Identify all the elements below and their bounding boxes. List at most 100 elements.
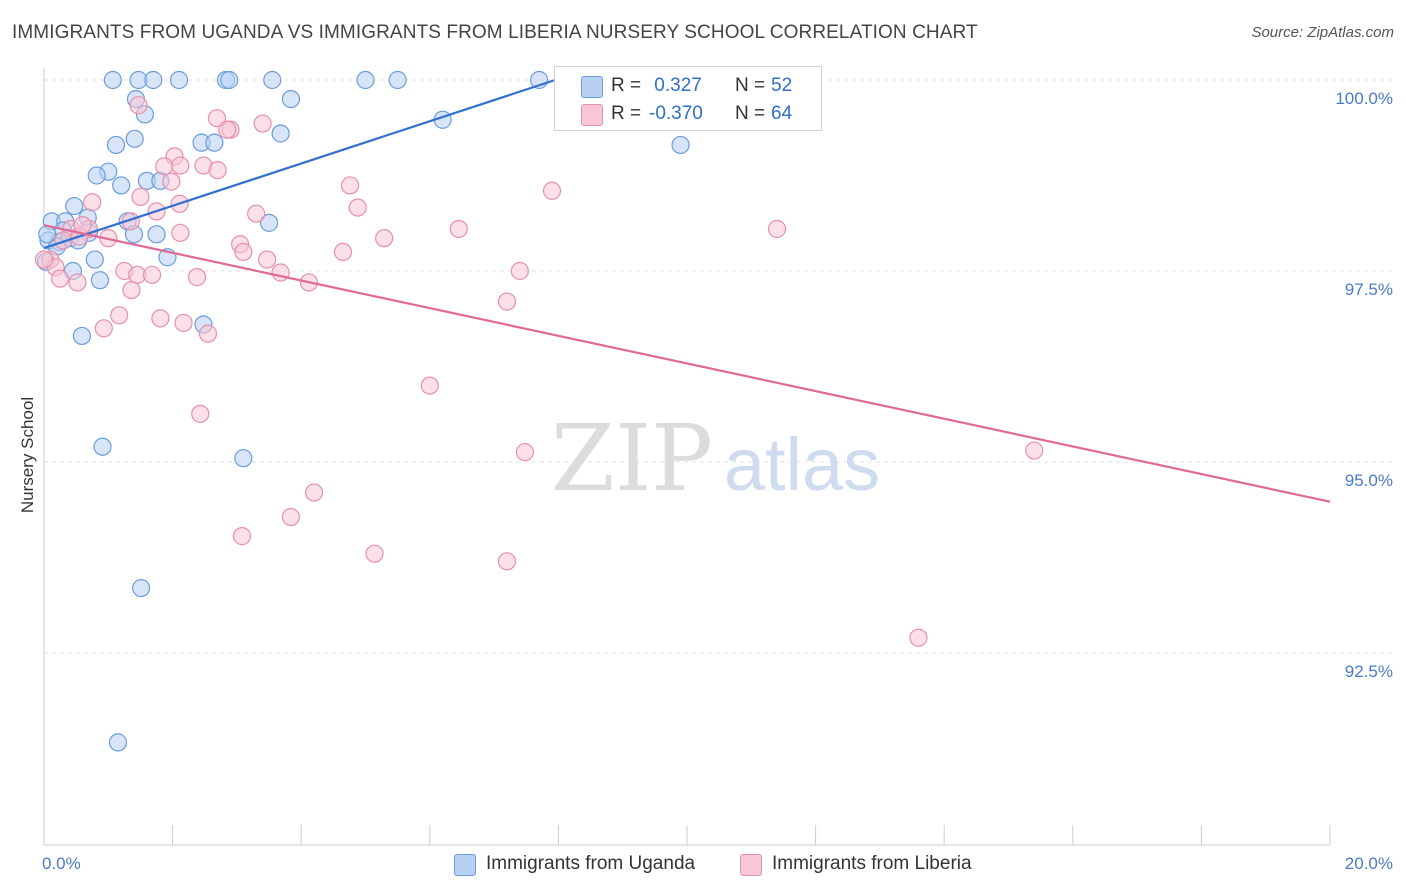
uganda-point-15: [271, 124, 290, 143]
uganda-r-label: R =: [611, 75, 642, 96]
liberia-point-46: [110, 306, 129, 325]
liberia-point-38: [187, 268, 207, 287]
uganda-point-14: [125, 129, 144, 148]
liberia-trendline: [43, 224, 1331, 503]
uganda-point-22: [112, 176, 131, 195]
liberia-n-label: N =: [735, 103, 766, 124]
uganda-n-label: N =: [735, 75, 766, 96]
correlation-legend: R = 0.327 N = 52 R = -0.370 N = 64: [554, 66, 822, 131]
liberia-r-label: R =: [611, 103, 642, 124]
bottom-uganda-label: Immigrants from Uganda: [486, 853, 696, 874]
source-label: Source: ZipAtlas.com: [1251, 24, 1394, 41]
uganda-point-51: [38, 225, 57, 244]
liberia-point-30: [234, 242, 253, 261]
bottom-liberia-swatch: [740, 854, 762, 876]
uganda-r-value: 0.327: [649, 75, 702, 96]
uganda-point-3: [169, 70, 189, 90]
liberia-point-1: [129, 96, 148, 115]
liberia-point-43: [68, 273, 87, 292]
liberia-point-16: [348, 198, 367, 217]
liberia-point-56: [281, 507, 301, 527]
liberia-point-39: [271, 263, 290, 282]
liberia-n-value: 64: [771, 103, 793, 124]
uganda-point-49: [131, 578, 151, 598]
liberia-point-53: [515, 442, 535, 462]
liberia-point-58: [365, 544, 384, 563]
uganda-point-7: [356, 70, 375, 90]
uganda-point-8: [388, 70, 407, 90]
liberia-point-25: [375, 229, 394, 248]
uganda-point-11: [281, 89, 301, 109]
liberia-point-19: [449, 219, 468, 239]
uganda-point-47: [93, 437, 112, 456]
uganda-point-0: [103, 70, 122, 90]
liberia-point-61: [34, 250, 54, 269]
liberia-r-value: -0.370: [649, 103, 703, 124]
liberia-point-51: [420, 376, 439, 395]
liberia-point-8: [171, 156, 190, 175]
uganda-point-40: [85, 250, 104, 269]
uganda-point-18: [106, 135, 126, 155]
uganda-point-21: [87, 166, 106, 185]
uganda-trendline: [43, 78, 556, 250]
trendlines: [43, 78, 1331, 503]
liberia-point-37: [142, 265, 162, 284]
liberia-point-49: [174, 313, 193, 333]
x-tick-label-1: 20.0%: [1345, 854, 1393, 873]
liberia-point-7: [155, 157, 174, 176]
uganda-point-6: [263, 70, 282, 90]
axes: [43, 68, 1331, 846]
chart-title: IMMIGRANTS FROM UGANDA VS IMMIGRANTS FRO…: [12, 22, 978, 43]
liberia-point-59: [497, 552, 517, 571]
uganda-point-45: [72, 326, 92, 346]
watermark: ZIP atlas: [551, 405, 880, 512]
liberia-point-20: [767, 219, 787, 239]
liberia-point-47: [94, 319, 113, 338]
uganda-point-19: [671, 135, 690, 155]
liberia-point-2: [207, 109, 227, 128]
uganda-point-50: [108, 733, 128, 752]
uganda-point-30: [259, 213, 279, 232]
uganda-swatch: [581, 76, 603, 98]
liberia-point-52: [191, 404, 210, 423]
liberia-point-42: [50, 269, 70, 288]
bottom-uganda-swatch: [454, 854, 476, 876]
liberia-points: [34, 70, 1044, 647]
liberia-point-4: [218, 120, 237, 139]
liberia-point-10: [208, 161, 227, 180]
liberia-point-41: [510, 261, 529, 281]
liberia-point-57: [232, 527, 252, 546]
liberia-point-32: [333, 242, 353, 261]
liberia-point-14: [83, 193, 102, 212]
liberia-point-13: [542, 181, 562, 200]
liberia-point-63: [171, 223, 190, 242]
y-tick-label-0: 100.0%: [1335, 89, 1393, 108]
uganda-point-2: [144, 70, 163, 90]
uganda-point-25: [65, 196, 84, 216]
liberia-point-18: [247, 204, 266, 223]
liberia-point-48: [151, 309, 170, 328]
liberia-point-54: [1025, 441, 1044, 460]
liberia-point-11: [162, 172, 181, 191]
y-tick-label-3: 92.5%: [1345, 662, 1393, 681]
watermark-atlas: atlas: [724, 423, 880, 506]
liberia-point-12: [340, 176, 360, 195]
uganda-point-17: [205, 133, 224, 152]
liberia-point-60: [909, 628, 928, 647]
liberia-point-31: [258, 250, 277, 269]
liberia-point-17: [131, 187, 150, 206]
gridlines: [44, 79, 1395, 654]
uganda-point-48: [234, 449, 253, 468]
liberia-point-5: [253, 114, 272, 133]
x-tick-label-0: 0.0%: [42, 854, 81, 873]
liberia-swatch: [581, 104, 603, 126]
liberia-point-50: [198, 324, 218, 343]
uganda-n-value: 52: [771, 75, 793, 96]
y-tick-label-1: 97.5%: [1345, 280, 1393, 299]
bottom-liberia-label: Immigrants from Liberia: [772, 853, 972, 874]
y-tick-label-2: 95.0%: [1345, 471, 1393, 490]
liberia-point-44: [122, 281, 141, 300]
uganda-point-5: [220, 70, 239, 90]
liberia-point-55: [304, 483, 324, 502]
